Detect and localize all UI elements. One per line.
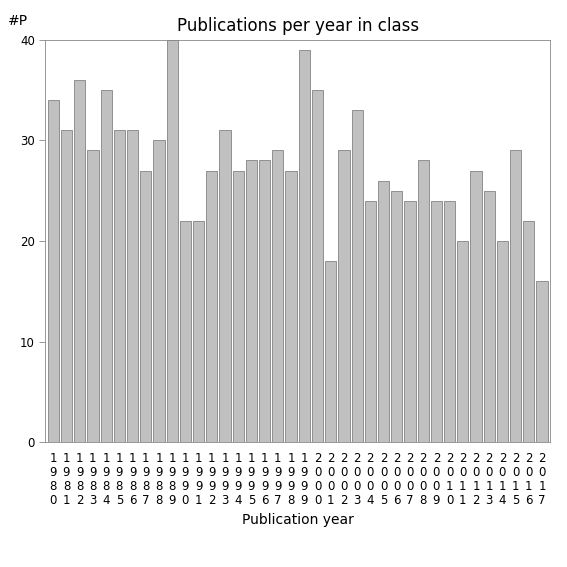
Bar [219, 130, 231, 442]
Bar [378, 180, 389, 442]
Bar [48, 100, 59, 442]
Bar [484, 191, 495, 442]
Bar [404, 201, 416, 442]
Bar [272, 150, 284, 442]
Bar [325, 261, 336, 442]
Bar [127, 130, 138, 442]
Bar [232, 171, 244, 442]
Bar [114, 130, 125, 442]
Bar [140, 171, 151, 442]
Bar [431, 201, 442, 442]
Bar [352, 110, 363, 442]
Bar [497, 241, 508, 442]
Bar [536, 281, 548, 442]
Bar [246, 160, 257, 442]
Bar [285, 171, 297, 442]
Bar [153, 141, 164, 442]
Bar [180, 221, 191, 442]
Bar [299, 50, 310, 442]
Bar [338, 150, 349, 442]
Bar [87, 150, 99, 442]
Bar [206, 171, 217, 442]
Bar [74, 80, 85, 442]
Title: Publications per year in class: Publications per year in class [176, 18, 419, 35]
Bar [167, 40, 178, 442]
X-axis label: Publication year: Publication year [242, 513, 354, 527]
Bar [259, 160, 270, 442]
Bar [391, 191, 403, 442]
Bar [444, 201, 455, 442]
Bar [365, 201, 376, 442]
Bar [417, 160, 429, 442]
Bar [510, 150, 521, 442]
Bar [193, 221, 204, 442]
Bar [471, 171, 481, 442]
Bar [523, 221, 535, 442]
Bar [312, 90, 323, 442]
Bar [457, 241, 468, 442]
Bar [61, 130, 72, 442]
Y-axis label: #P: #P [7, 14, 28, 28]
Bar [100, 90, 112, 442]
